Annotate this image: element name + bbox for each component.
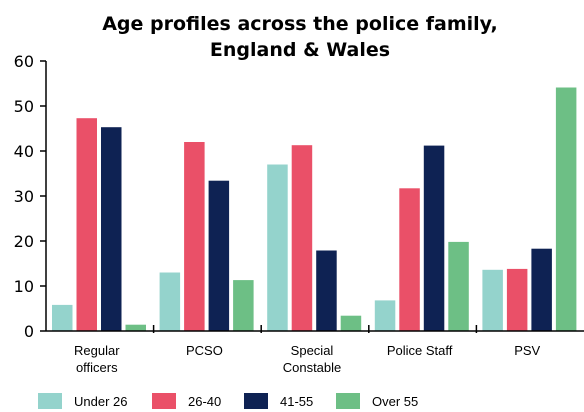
- bar-over-55-psv: [555, 87, 577, 331]
- bar-26-40-police-staff: [399, 188, 420, 331]
- bar-over-55-special-constable: [340, 315, 362, 331]
- x-label-pcso: PCSO: [186, 343, 223, 358]
- bar-26-40-regular-officers: [76, 118, 97, 331]
- y-tick-label-60: 60: [14, 52, 34, 71]
- bar-over-55-regular-officers: [125, 324, 146, 331]
- bar-under-26-psv: [482, 269, 503, 331]
- axes-group: 0 10 20 30 40 50 60 Regular officers PCSO Special C…: [14, 52, 584, 375]
- x-label-line: Regular: [74, 343, 120, 358]
- legend-swatch-under-26: [38, 393, 62, 409]
- bar-26-40-pcso: [184, 142, 205, 331]
- legend-swatch-over-55: [336, 393, 360, 409]
- bar-under-26-pcso: [159, 272, 181, 331]
- legend-swatch-26-40: [152, 393, 176, 409]
- bar-under-26-regular-officers: [52, 304, 73, 331]
- legend: Under 26 26-40 41-55 Over 55: [38, 393, 418, 409]
- chart-title-line-2: England & Wales: [210, 39, 390, 61]
- y-tick-label-20: 20: [14, 232, 34, 251]
- bar-over-55-pcso: [233, 280, 254, 331]
- x-label-line: PSV: [514, 343, 540, 358]
- bar-41-55-police-staff: [423, 145, 445, 331]
- x-label-psv: PSV: [514, 343, 540, 358]
- y-tick-label-10: 10: [14, 277, 34, 296]
- x-label-line: Special: [291, 343, 334, 358]
- legend-label-under-26: Under 26: [74, 394, 127, 409]
- bars-group: [52, 87, 577, 331]
- x-label-special-constable: Special Constable: [283, 343, 342, 375]
- x-label-line: PCSO: [186, 343, 223, 358]
- legend-label-26-40: 26-40: [188, 394, 221, 409]
- x-label-line: Constable: [283, 360, 342, 375]
- legend-swatch-41-55: [244, 393, 268, 409]
- chart-title-line-1: Age profiles across the police family,: [102, 13, 498, 35]
- bar-under-26-police-staff: [374, 300, 396, 331]
- legend-label-over-55: Over 55: [372, 394, 418, 409]
- legend-label-41-55: 41-55: [280, 394, 313, 409]
- x-label-line: officers: [76, 360, 118, 375]
- bar-41-55-regular-officers: [101, 127, 122, 331]
- bar-under-26-special-constable: [267, 164, 288, 331]
- bar-41-55-pcso: [208, 180, 230, 331]
- y-tick-label-40: 40: [14, 142, 34, 161]
- x-label-regular-officers: Regular officers: [74, 343, 120, 375]
- y-tick-label-50: 50: [14, 97, 34, 116]
- bar-41-55-psv: [531, 248, 552, 331]
- bar-over-55-police-staff: [448, 241, 469, 331]
- x-label-police-staff: Police Staff: [387, 343, 453, 358]
- bar-26-40-special-constable: [291, 145, 313, 331]
- bar-26-40-psv: [506, 268, 528, 331]
- bar-41-55-special-constable: [316, 250, 337, 331]
- x-label-line: Police Staff: [387, 343, 453, 358]
- y-tick-label-30: 30: [14, 187, 34, 206]
- y-tick-label-0: 0: [24, 322, 34, 341]
